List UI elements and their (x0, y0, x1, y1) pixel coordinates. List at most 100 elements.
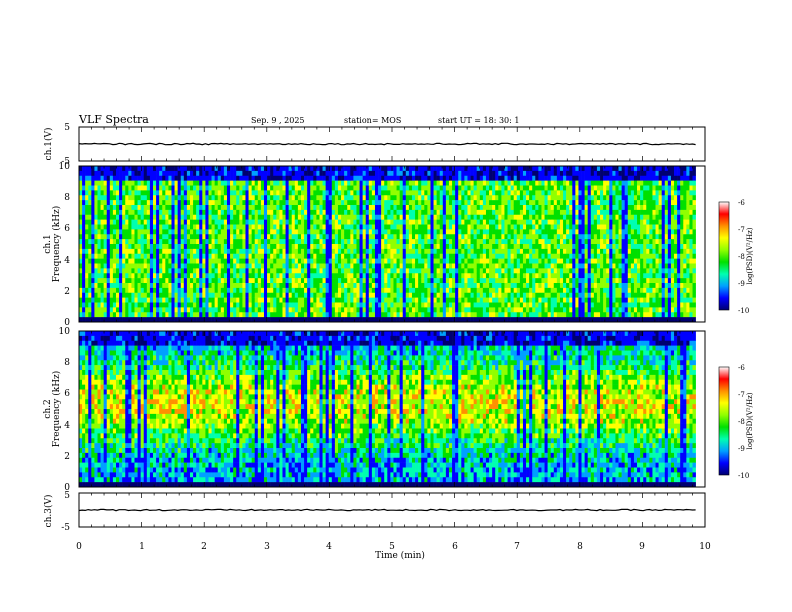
spectrogram-cell (522, 287, 527, 294)
spectrogram-cell (498, 283, 502, 289)
spectrogram-cell (424, 273, 428, 279)
spectrogram-cell (368, 297, 373, 303)
spectrogram-cell (310, 229, 314, 235)
spectrogram-cell (313, 195, 317, 201)
spectrogram-cell (353, 248, 357, 255)
spectrogram-cell (504, 209, 508, 216)
spectrogram-cell (519, 292, 524, 298)
spectrogram-cell (430, 195, 434, 201)
spectrogram-cell (331, 229, 336, 235)
spectrogram-cell (300, 200, 305, 206)
spectrogram-cell (165, 258, 169, 264)
spectrogram-cell (245, 278, 249, 284)
spectrogram-cell (196, 248, 200, 255)
spectrogram-cell (85, 258, 89, 264)
spectrogram-cell (455, 292, 459, 298)
spectrogram-cell (291, 224, 296, 230)
spectrogram-cell (405, 224, 410, 230)
spectrogram-cell (353, 209, 357, 216)
spectrogram-cell (513, 244, 518, 250)
spectrogram-cell (134, 239, 138, 245)
spectrogram-cell (344, 273, 348, 279)
spectrogram-cell (263, 297, 268, 303)
spectrogram-cell (174, 258, 178, 264)
spectrogram-cell (328, 190, 333, 196)
spectrogram-cell (162, 234, 166, 240)
spectrogram-cell (159, 273, 163, 279)
spectrogram-cell (516, 273, 521, 279)
spectrogram-cell (288, 248, 293, 255)
spectrogram-cell (470, 244, 474, 250)
spectrogram-cell (91, 253, 95, 259)
spectrogram-cell (171, 166, 175, 172)
spectrogram-cell (236, 287, 240, 294)
spectrogram-cell (226, 278, 231, 284)
spectrogram-cell (267, 224, 271, 230)
spectrogram-cell (152, 190, 157, 196)
spectrogram-cell (267, 278, 271, 284)
spectrogram-cell (189, 268, 194, 274)
spectrogram-cell (282, 312, 286, 318)
spectrogram-cell (239, 234, 243, 240)
spectrogram-cell (116, 312, 120, 318)
spectrogram-cell (285, 234, 289, 240)
spectrogram-cell (529, 292, 533, 298)
spectrogram-cell (186, 190, 191, 196)
spectrogram-cell (116, 317, 120, 323)
spectrogram-cell (125, 214, 129, 220)
spectrogram-cell (350, 292, 354, 298)
spectrogram-cell (149, 209, 154, 216)
spectrogram-cell (458, 229, 462, 235)
spectrogram-cell (85, 268, 89, 274)
spectrogram-cell (109, 200, 114, 206)
spectrogram-cell (337, 312, 342, 318)
spectrogram-cell (180, 248, 185, 255)
spectrogram-cell (211, 292, 215, 298)
spectrogram-cell (294, 185, 299, 191)
spectrogram-cell (316, 200, 320, 206)
spectrogram-cell (504, 273, 508, 279)
spectrogram-cell (109, 239, 114, 245)
spectrogram-cell (378, 205, 382, 211)
spectrogram-cell (452, 205, 456, 211)
spectrogram-cell (337, 234, 342, 240)
spectrogram-cell (152, 292, 157, 298)
spectrogram-cell (214, 214, 219, 220)
spectrogram-cell (322, 287, 326, 294)
spectrogram-cell (442, 258, 447, 264)
spectrogram-cell (504, 297, 508, 303)
spectrogram-cell (131, 214, 135, 220)
spectrogram-cell (396, 287, 400, 294)
spectrogram-cell (109, 224, 114, 230)
spectrogram-cell (482, 190, 487, 196)
spectrogram-cell (532, 258, 536, 264)
spectrogram-cell (452, 263, 456, 269)
spectrogram-cell (504, 312, 508, 318)
spectrogram-cell (387, 239, 391, 245)
spectrogram-cell (291, 214, 296, 220)
spectrogram-cell (279, 175, 283, 181)
spectrogram-cell (196, 263, 200, 269)
spectrogram-cell (381, 214, 385, 220)
spectrogram-cell (535, 219, 539, 225)
spectrogram-cell (415, 273, 419, 279)
spectrogram-cell (362, 224, 367, 230)
spectrogram-cell (82, 317, 86, 323)
spectrogram-cell (492, 253, 496, 259)
spectrogram-cell (236, 234, 240, 240)
spectrogram-cell (384, 205, 388, 211)
spectrogram-cell (519, 297, 524, 303)
spectrogram-cell (319, 292, 323, 298)
spectrogram-cell (282, 263, 286, 269)
spectrogram-cell (211, 273, 215, 279)
spectrogram-cell (125, 166, 129, 172)
spectrogram-cell (159, 307, 163, 313)
spectrogram-cell (202, 190, 206, 196)
spectrogram-cell (347, 278, 351, 284)
spectrogram-cell (165, 224, 169, 230)
spectrogram-cell (285, 190, 289, 196)
spectrogram-cell (199, 234, 203, 240)
spectrogram-cell (359, 214, 363, 220)
spectrogram-cell (322, 195, 326, 201)
spectrogram-cell (251, 258, 256, 264)
